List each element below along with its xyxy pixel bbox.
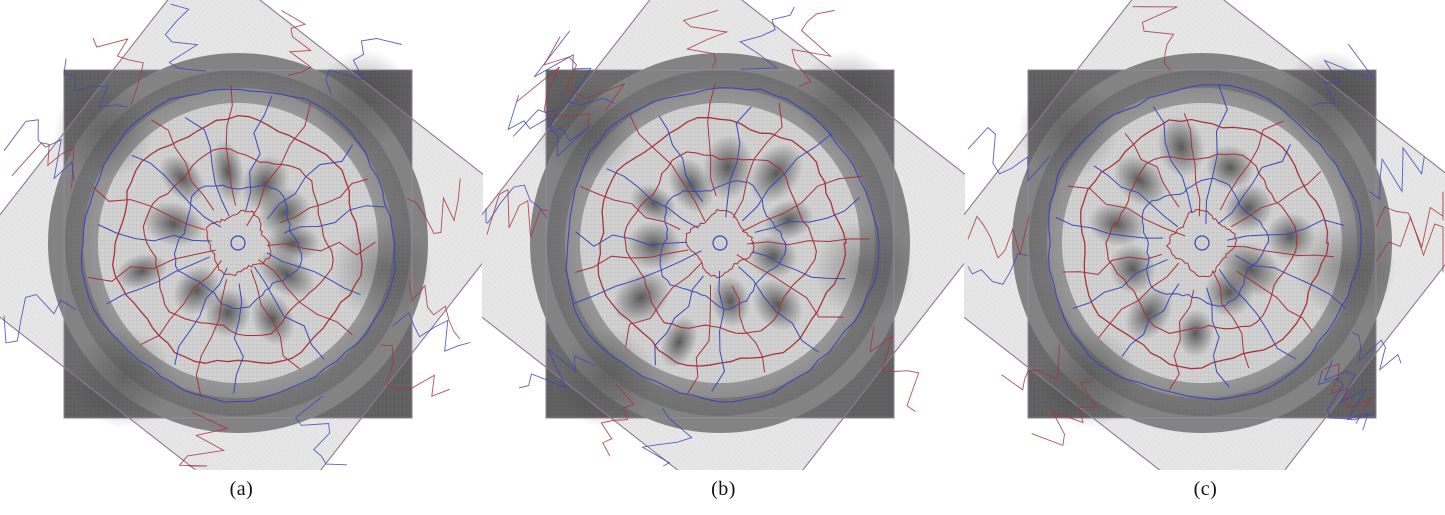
overlay-outline (482, 0, 965, 470)
panel-c: (c) (964, 0, 1445, 515)
contour-lines (485, 6, 920, 467)
panel-b-caption: (b) (711, 478, 736, 500)
panel-b: (b) (482, 0, 965, 515)
panel-a-caption: (a) (229, 478, 254, 500)
overlay-outline (964, 0, 1445, 470)
contour-lines (3, 3, 471, 467)
panel-a: (a) (0, 0, 483, 515)
panel-b-image (482, 0, 965, 470)
field-square (1012, 50, 1396, 433)
panel-c-caption: (c) (1193, 478, 1218, 500)
overlay-outline (0, 0, 483, 470)
contour-lines (967, 6, 1444, 447)
panel-c-image (964, 0, 1445, 470)
panel-a-image (0, 0, 483, 470)
